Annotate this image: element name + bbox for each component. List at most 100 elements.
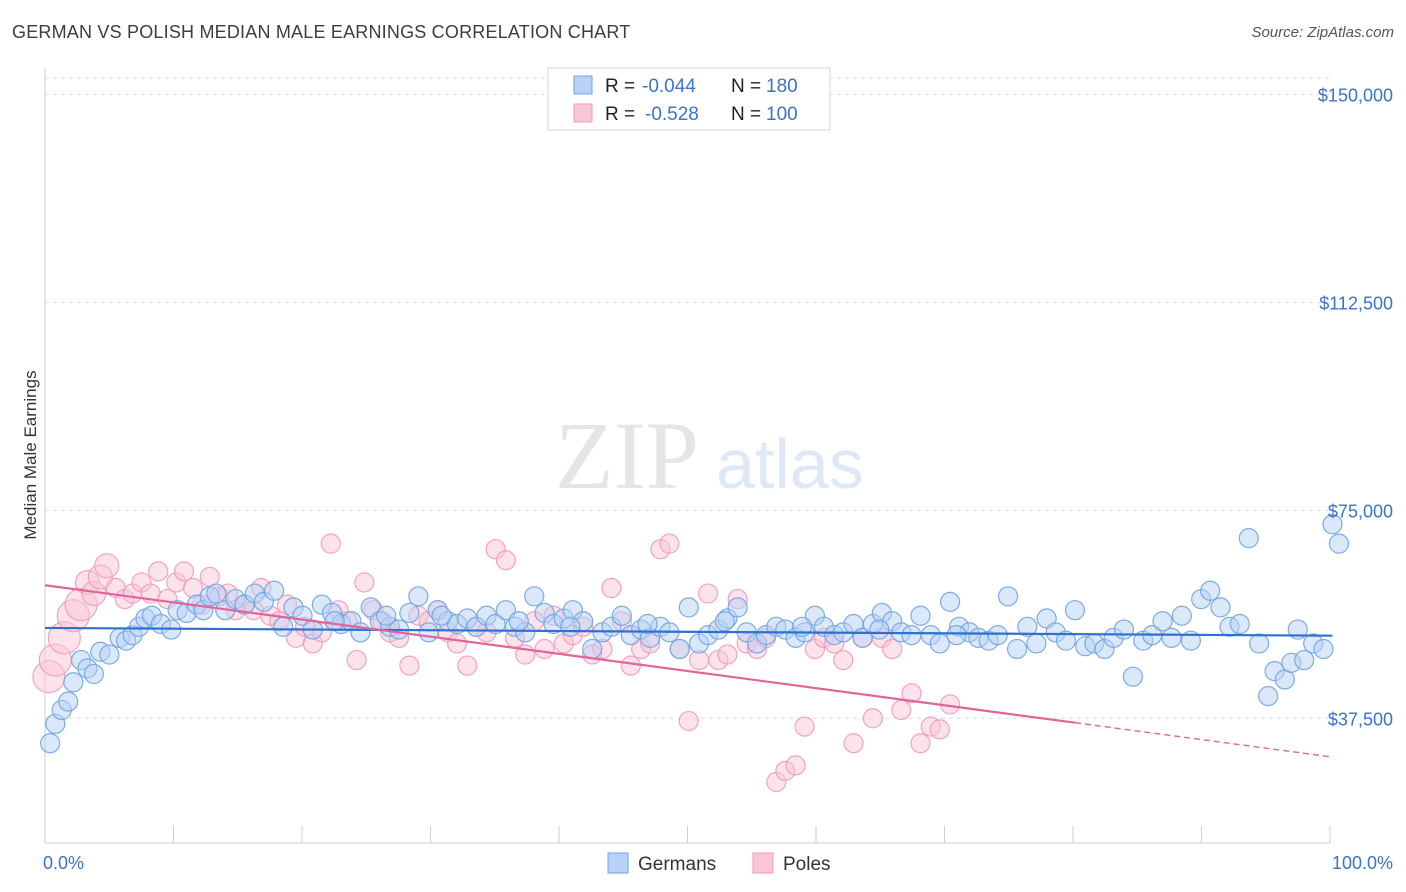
germans-point-98: [929, 633, 950, 654]
germans-point-108: [1026, 633, 1047, 654]
poles-point-48: [446, 633, 468, 654]
bottom-legend-label-germans: Germans: [638, 854, 716, 875]
x-tick-label-0: 0.0%: [43, 853, 84, 873]
poles-point-53: [495, 550, 517, 571]
poles-point-57: [534, 638, 555, 660]
poles-point-49: [457, 655, 478, 676]
stats-legend: R = -0.044 N = 180 R = -0.528 N = 100: [547, 67, 831, 131]
series-poles-points: [32, 533, 961, 793]
germans-point-174: [560, 616, 581, 637]
germans-point-111: [1055, 630, 1077, 651]
germans-point-23: [206, 583, 227, 604]
y-axis-label: Median Male Earnings: [21, 370, 40, 539]
y-tick-label-1: $75,000: [1328, 501, 1393, 521]
germans-point-112: [1064, 600, 1086, 621]
legend-r-value-poles: -0.528: [645, 104, 699, 125]
watermark-zip: ZIP: [555, 402, 699, 509]
poles-point-74: [697, 583, 719, 604]
germans-point-95: [901, 625, 922, 646]
germans-point-179: [946, 625, 967, 646]
germans-point-136: [1287, 619, 1308, 640]
legend-n-label-germans: N =: [731, 76, 761, 97]
germans-point-29: [264, 580, 285, 601]
germans-point-30: [273, 616, 294, 637]
germans-point-53: [495, 600, 517, 621]
poles-point-96: [910, 733, 931, 754]
germans-point-171: [376, 605, 397, 626]
poles-point-93: [882, 638, 903, 660]
germans-point-122: [1161, 627, 1182, 648]
germans-point-129: [1229, 613, 1250, 635]
watermark-atlas: atlas: [716, 425, 864, 503]
bottom-legend-label-poles: Poles: [783, 854, 831, 875]
poles-point-98: [929, 719, 950, 740]
germans-point-104: [987, 625, 1008, 646]
legend-r-value-germans: -0.044: [642, 76, 696, 97]
germans-point-45: [418, 622, 439, 643]
x-tick-label-1: 100.0%: [1332, 853, 1393, 873]
germans-point-56: [524, 586, 545, 607]
poles-point-8: [94, 553, 120, 579]
poles-point-95: [901, 683, 922, 704]
y-tick-label-0: $37,500: [1328, 709, 1393, 729]
poles-point-88: [833, 649, 854, 671]
germans-point-62: [582, 638, 603, 660]
trend-line-poles: [44, 584, 1076, 724]
germans-point-130: [1238, 528, 1259, 549]
chart-source: Source: ZipAtlas.com: [1251, 24, 1394, 41]
germans-point-107: [1017, 616, 1038, 637]
y-tick-labels: $37,500 $75,000 $112,500 $150,000: [1318, 86, 1393, 730]
poles-point-38: [354, 572, 375, 593]
legend-n-label-poles: N =: [731, 104, 761, 125]
germans-point-7: [83, 663, 105, 685]
germans-point-0: [40, 733, 61, 754]
germans-point-77: [727, 597, 748, 618]
germans-point-126: [1200, 580, 1221, 601]
chart-title: GERMAN VS POLISH MEDIAN MALE EARNINGS CO…: [12, 22, 631, 42]
bottom-legend-swatch-germans: [607, 852, 629, 874]
germans-point-173: [508, 611, 529, 632]
legend-swatch-poles: [573, 103, 593, 123]
poles-point-34: [320, 533, 341, 554]
poles-point-17: [173, 561, 195, 582]
poles-point-89: [843, 733, 864, 754]
germans-point-72: [678, 597, 699, 618]
legend-swatch-germans: [573, 75, 593, 95]
germans-point-96: [910, 605, 931, 626]
poles-point-70: [659, 533, 680, 554]
poles-point-43: [399, 655, 420, 676]
poles-point-14: [148, 561, 169, 582]
germans-point-3: [58, 691, 79, 712]
germans-point-176: [714, 611, 735, 632]
legend-r-label-poles: R =: [605, 104, 635, 125]
poles-point-91: [862, 708, 883, 729]
poles-point-83: [785, 755, 806, 776]
poles-point-18: [182, 577, 204, 599]
poles-point-72: [678, 710, 699, 732]
germans-point-9: [99, 644, 120, 665]
trend-line-poles-extension: [1074, 722, 1333, 758]
germans-point-132: [1258, 685, 1279, 707]
legend-n-value-germans: 180: [766, 76, 798, 97]
poles-point-84: [794, 716, 815, 737]
grid-lines: [45, 77, 1330, 719]
germans-point-65: [611, 605, 632, 626]
germans-point-4: [63, 672, 84, 693]
poles-point-64: [601, 577, 622, 599]
trend-line-germans: [44, 626, 1333, 637]
germans-point-52: [485, 613, 506, 635]
poles-point-66: [620, 655, 641, 676]
trend-lines: [44, 584, 1333, 758]
germans-point-121: [1152, 611, 1173, 632]
x-tick-labels: 0.0% 100.0%: [43, 853, 1393, 873]
germans-point-118: [1122, 666, 1144, 687]
germans-point-44: [408, 586, 429, 607]
germans-point-105: [997, 586, 1019, 607]
series-legend: Germans Poles: [607, 852, 831, 875]
poles-point-76: [717, 644, 738, 665]
germans-point-71: [669, 638, 690, 660]
poles-point-37: [346, 649, 367, 671]
y-tick-label-2: $112,500: [1319, 294, 1393, 314]
germans-point-127: [1210, 597, 1231, 618]
